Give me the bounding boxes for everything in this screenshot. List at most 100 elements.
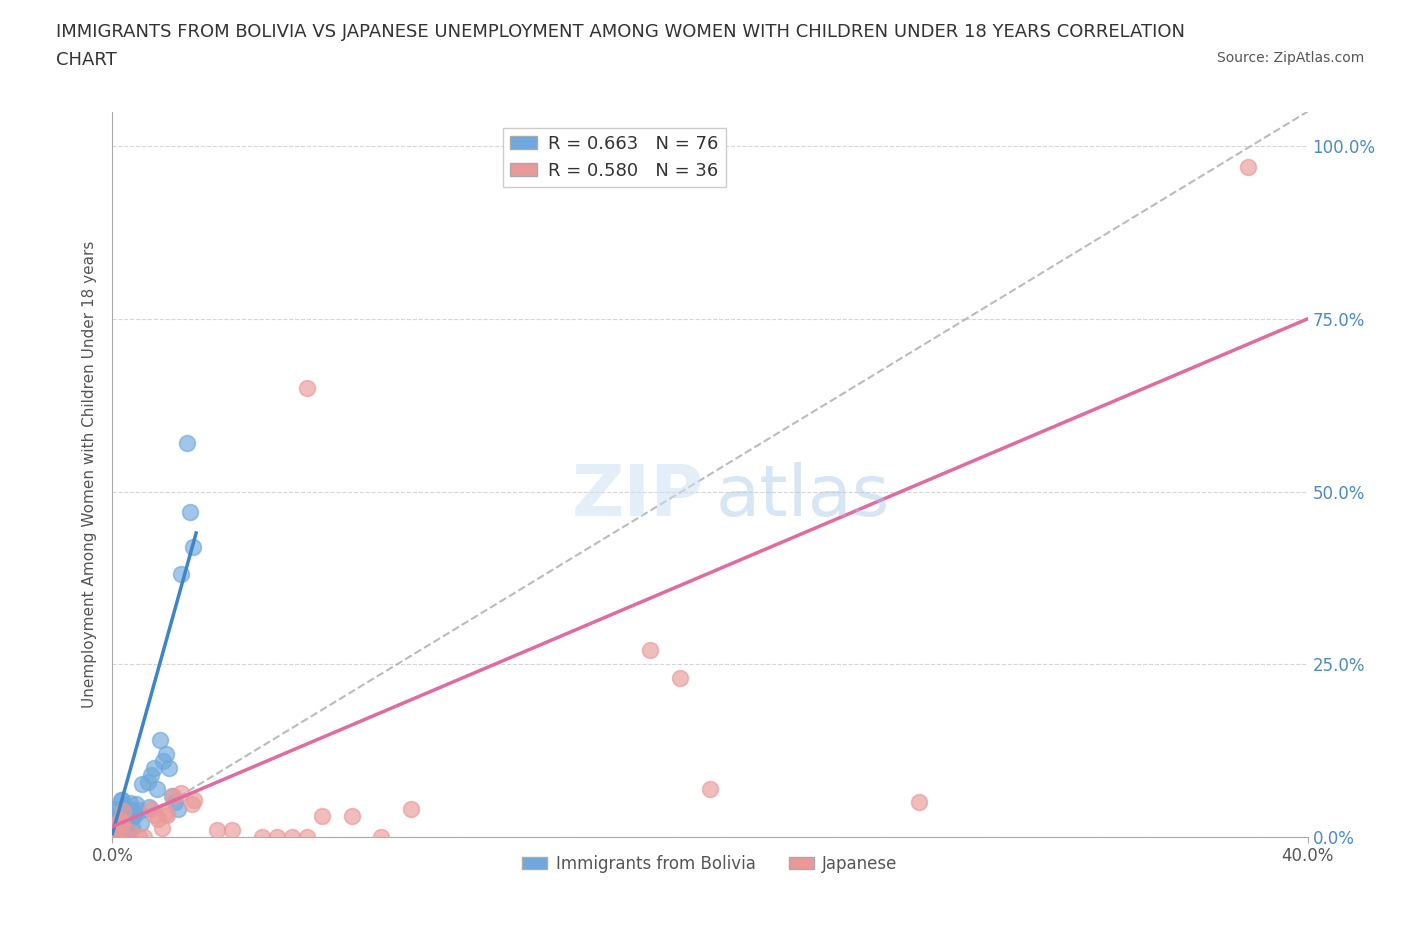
Point	[107, 830, 129, 844]
Point	[104, 830, 127, 844]
Point	[107, 830, 129, 844]
Point	[120, 796, 142, 811]
Text: IMMIGRANTS FROM BOLIVIA VS JAPANESE UNEMPLOYMENT AMONG WOMEN WITH CHILDREN UNDER: IMMIGRANTS FROM BOLIVIA VS JAPANESE UNEM…	[56, 23, 1185, 41]
Point	[117, 807, 139, 822]
Point	[143, 808, 166, 823]
Point	[370, 830, 392, 844]
Point	[150, 820, 173, 835]
Point	[107, 803, 129, 817]
Point	[104, 830, 127, 844]
Point	[162, 788, 184, 803]
Point	[176, 436, 198, 451]
Point	[155, 806, 177, 821]
Point	[111, 816, 134, 830]
Point	[103, 810, 125, 825]
Point	[155, 747, 177, 762]
Point	[112, 799, 135, 814]
Point	[104, 830, 127, 844]
Point	[118, 826, 141, 841]
Point	[221, 823, 243, 838]
Point	[149, 733, 172, 748]
Point	[146, 781, 169, 796]
Point	[118, 809, 141, 824]
Point	[101, 830, 124, 844]
Point	[112, 828, 135, 843]
Point	[134, 830, 156, 844]
Point	[138, 800, 160, 815]
Point	[669, 671, 692, 685]
Legend: Immigrants from Bolivia, Japanese: Immigrants from Bolivia, Japanese	[516, 848, 904, 880]
Point	[122, 809, 145, 824]
Point	[162, 788, 183, 803]
Point	[103, 830, 125, 844]
Point	[167, 802, 190, 817]
Y-axis label: Unemployment Among Women with Children Under 18 years: Unemployment Among Women with Children U…	[82, 241, 97, 708]
Point	[111, 804, 134, 818]
Point	[112, 804, 135, 818]
Point	[112, 818, 135, 833]
Point	[205, 823, 228, 838]
Point	[105, 830, 128, 844]
Point	[640, 643, 662, 658]
Point	[105, 830, 128, 844]
Point	[101, 822, 124, 837]
Point	[156, 808, 179, 823]
Point	[179, 505, 201, 520]
Point	[125, 797, 148, 812]
Point	[908, 795, 931, 810]
Point	[281, 830, 304, 844]
Text: atlas: atlas	[716, 461, 890, 530]
Point	[111, 819, 134, 834]
Point	[108, 830, 131, 844]
Point	[110, 819, 132, 834]
Point	[103, 818, 125, 833]
Point	[127, 803, 149, 817]
Point	[128, 830, 150, 844]
Point	[122, 807, 145, 822]
Point	[110, 819, 132, 834]
Point	[295, 830, 318, 844]
Point	[104, 830, 127, 844]
Point	[117, 827, 139, 842]
Point	[311, 809, 333, 824]
Point	[250, 830, 273, 844]
Point	[105, 821, 128, 836]
Point	[141, 767, 163, 782]
Point	[114, 810, 136, 825]
Point	[115, 825, 138, 840]
Point	[103, 813, 125, 828]
Point	[401, 802, 423, 817]
Text: Source: ZipAtlas.com: Source: ZipAtlas.com	[1216, 51, 1364, 65]
Point	[118, 824, 141, 839]
Point	[146, 812, 169, 827]
Point	[114, 818, 136, 833]
Point	[104, 817, 127, 831]
Point	[103, 825, 125, 840]
Point	[129, 816, 152, 830]
Point	[1237, 159, 1260, 174]
Point	[118, 809, 141, 824]
Point	[181, 539, 204, 554]
Point	[169, 785, 191, 800]
Point	[103, 801, 125, 816]
Point	[107, 827, 129, 842]
Point	[152, 753, 174, 768]
Point	[157, 761, 180, 776]
Point	[111, 792, 134, 807]
Point	[143, 761, 166, 776]
Point	[101, 830, 124, 844]
Point	[122, 808, 145, 823]
Point	[105, 830, 128, 844]
Point	[108, 813, 131, 828]
Point	[103, 830, 125, 844]
Point	[170, 567, 193, 582]
Point	[105, 830, 128, 844]
Point	[340, 809, 363, 824]
Point	[699, 781, 721, 796]
Point	[295, 380, 318, 395]
Text: CHART: CHART	[56, 51, 117, 69]
Point	[121, 803, 143, 817]
Point	[183, 793, 205, 808]
Text: ZIP: ZIP	[572, 461, 704, 530]
Point	[138, 775, 160, 790]
